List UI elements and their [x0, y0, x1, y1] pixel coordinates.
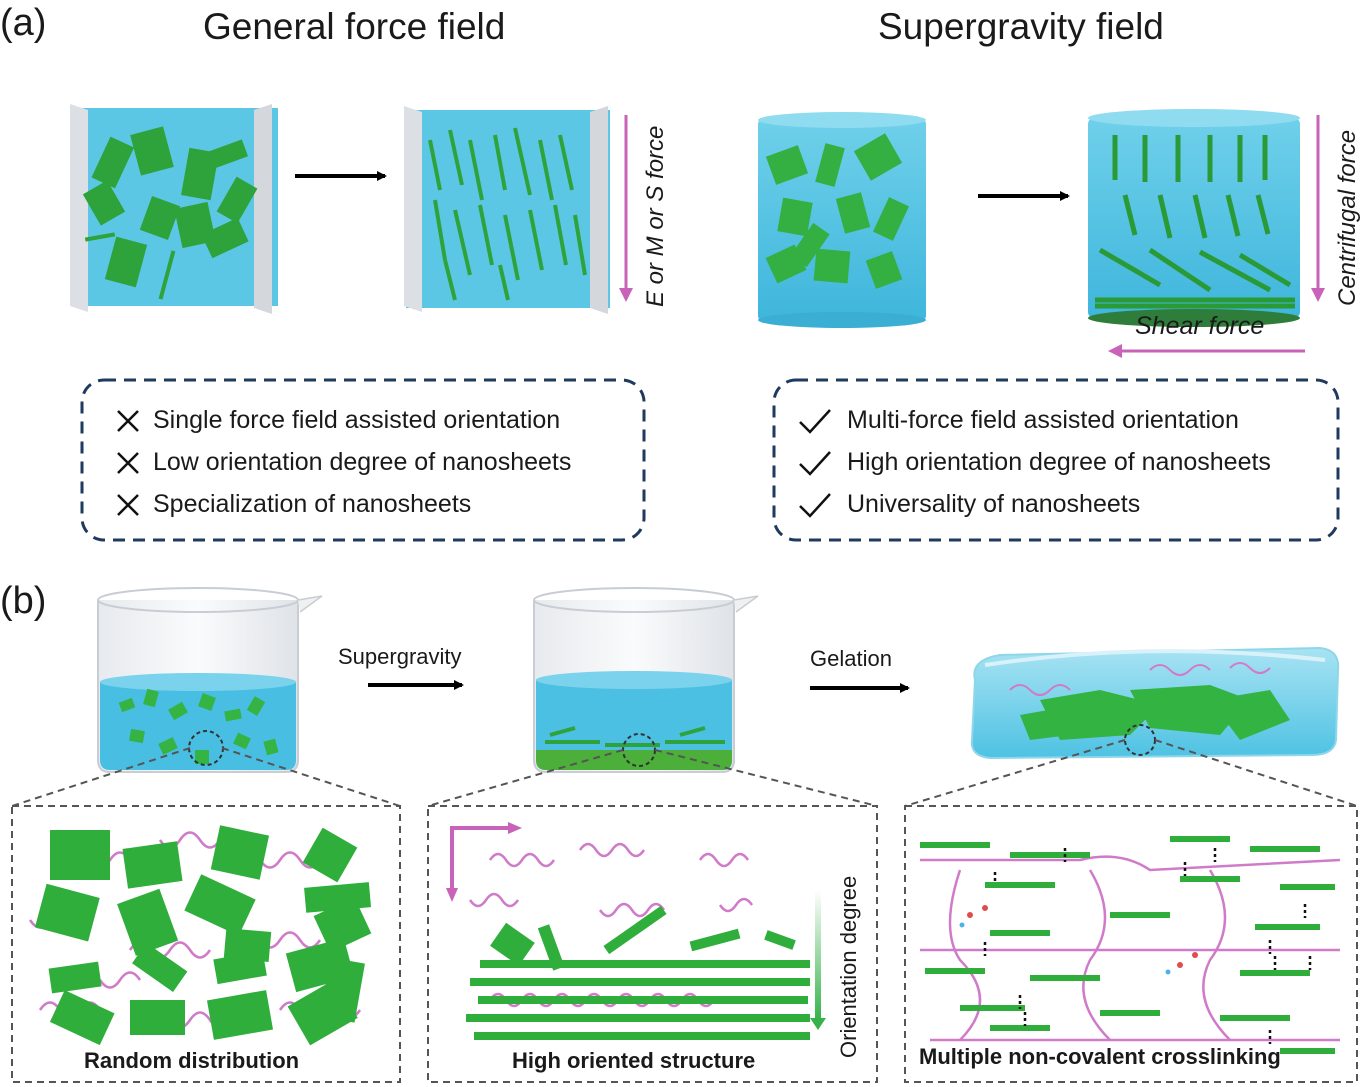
inset-oriented [427, 805, 878, 1083]
check-icon [799, 451, 831, 476]
cons-item: Single force field assisted orientation [153, 406, 561, 434]
cross-icon [117, 452, 139, 474]
container-aligned [404, 106, 610, 314]
hydrogel-block [970, 646, 1340, 760]
gelation-label: Gelation [810, 646, 892, 671]
inset-crosslinking [904, 805, 1358, 1083]
right-title: Supergravity field [878, 6, 1164, 47]
panel-b-label: (b) [0, 580, 47, 622]
cons-box [80, 378, 646, 542]
pros-item: Universality of nanosheets [847, 490, 1141, 518]
cons-item: Specialization of nanosheets [153, 490, 472, 518]
cross-icons [117, 410, 139, 516]
caption-oriented: High oriented structure [512, 1048, 756, 1073]
cylinder-aligned [1088, 109, 1300, 327]
cylinder-random [758, 112, 926, 328]
panel-a-label: (a) [0, 2, 47, 44]
caption-random: Random distribution [84, 1048, 300, 1073]
caption-crosslinking: Multiple non-covalent crosslinking [919, 1044, 1281, 1069]
check-icons [799, 409, 831, 518]
orientation-degree-label: Orientation degree [836, 875, 861, 1058]
check-icon [799, 409, 831, 434]
inset-random [11, 805, 401, 1083]
check-icon [799, 493, 831, 518]
cross-icon [117, 494, 139, 516]
zoom-lines [11, 739, 1358, 807]
supergravity-label: Supergravity [338, 644, 462, 669]
beaker-oriented [533, 587, 759, 773]
cross-icon [117, 410, 139, 432]
beaker-random [97, 587, 323, 773]
cons-item: Low orientation degree of nanosheets [153, 448, 572, 476]
force-label-left: E or M or S force [642, 125, 669, 307]
left-title: General force field [203, 6, 506, 47]
pros-item: High orientation degree of nanosheets [847, 448, 1271, 476]
shear-label: Shear force [1135, 312, 1265, 340]
centrifugal-label: Centrifugal force [1334, 129, 1361, 306]
pros-item: Multi-force field assisted orientation [847, 406, 1239, 434]
container-random [70, 104, 278, 314]
pros-box [772, 378, 1340, 542]
